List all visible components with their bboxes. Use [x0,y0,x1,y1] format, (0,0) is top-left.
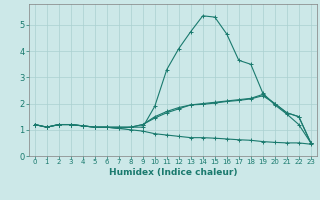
X-axis label: Humidex (Indice chaleur): Humidex (Indice chaleur) [108,168,237,177]
